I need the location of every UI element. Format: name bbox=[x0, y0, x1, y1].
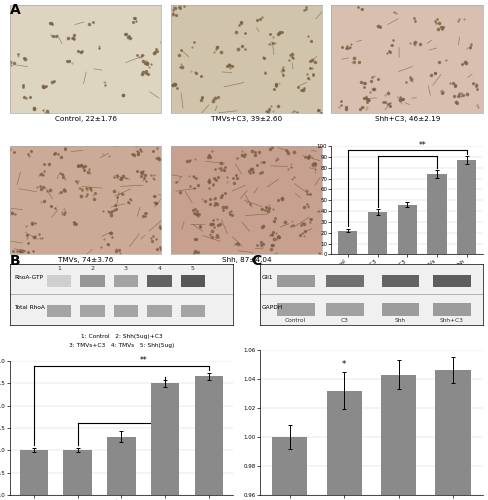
Text: *: * bbox=[342, 360, 346, 369]
Text: 1: 1 bbox=[57, 266, 61, 271]
Bar bbox=[277, 275, 315, 287]
X-axis label: Control, 22±1.76: Control, 22±1.76 bbox=[55, 116, 117, 122]
X-axis label: Shh+C3, 46±2.19: Shh+C3, 46±2.19 bbox=[375, 116, 440, 122]
Bar bbox=[326, 390, 362, 500]
Text: **: ** bbox=[418, 141, 426, 150]
X-axis label: TMVs, 74±3.76: TMVs, 74±3.76 bbox=[58, 257, 113, 263]
Text: Control: Control bbox=[285, 318, 306, 323]
Bar bbox=[433, 275, 471, 287]
Bar bbox=[80, 275, 104, 287]
Text: Shh: Shh bbox=[395, 318, 406, 323]
Bar bbox=[114, 306, 138, 318]
Bar bbox=[381, 374, 416, 500]
Bar bbox=[427, 174, 447, 254]
Bar bbox=[398, 204, 417, 254]
Text: C3: C3 bbox=[341, 318, 348, 323]
Bar bbox=[325, 275, 364, 287]
Text: 4: 4 bbox=[157, 266, 162, 271]
Bar bbox=[277, 304, 315, 316]
Bar bbox=[382, 275, 420, 287]
Bar bbox=[272, 437, 307, 500]
Bar bbox=[457, 160, 476, 254]
Bar bbox=[147, 275, 172, 287]
Bar bbox=[46, 275, 71, 287]
X-axis label: TMVs+C3, 39±2.60: TMVs+C3, 39±2.60 bbox=[211, 116, 282, 122]
Text: C: C bbox=[251, 254, 262, 268]
Text: **: ** bbox=[140, 356, 147, 365]
Text: B: B bbox=[10, 254, 20, 268]
Text: 3: 3 bbox=[124, 266, 128, 271]
Bar bbox=[181, 275, 205, 287]
Bar bbox=[382, 304, 420, 316]
Text: Shh+C3: Shh+C3 bbox=[440, 318, 464, 323]
Bar bbox=[433, 304, 471, 316]
Bar bbox=[338, 230, 357, 254]
Text: 5: 5 bbox=[191, 266, 195, 271]
Bar bbox=[195, 376, 223, 495]
Bar bbox=[325, 304, 364, 316]
Text: Gli1: Gli1 bbox=[262, 275, 274, 280]
Bar bbox=[151, 383, 180, 495]
Bar bbox=[20, 450, 48, 495]
Bar bbox=[181, 306, 205, 318]
Bar bbox=[63, 450, 92, 495]
X-axis label: Shh, 87±4.04: Shh, 87±4.04 bbox=[222, 257, 271, 263]
Bar bbox=[80, 306, 104, 318]
Bar bbox=[107, 437, 136, 495]
Text: 1: Control   2: Shh(5ug)+C3: 1: Control 2: Shh(5ug)+C3 bbox=[81, 334, 162, 339]
Bar bbox=[114, 275, 138, 287]
Text: 2: 2 bbox=[90, 266, 94, 271]
Text: GAPDH: GAPDH bbox=[262, 305, 284, 310]
Bar bbox=[46, 306, 71, 318]
Text: A: A bbox=[10, 2, 20, 16]
Bar bbox=[147, 306, 172, 318]
Text: 3: TMVs+C3   4: TMVs   5: Shh(5ug): 3: TMVs+C3 4: TMVs 5: Shh(5ug) bbox=[69, 342, 174, 347]
Text: RhoA-GTP: RhoA-GTP bbox=[14, 275, 43, 280]
Bar bbox=[368, 212, 387, 254]
Bar bbox=[435, 370, 471, 500]
Text: Total RhoA: Total RhoA bbox=[14, 305, 45, 310]
